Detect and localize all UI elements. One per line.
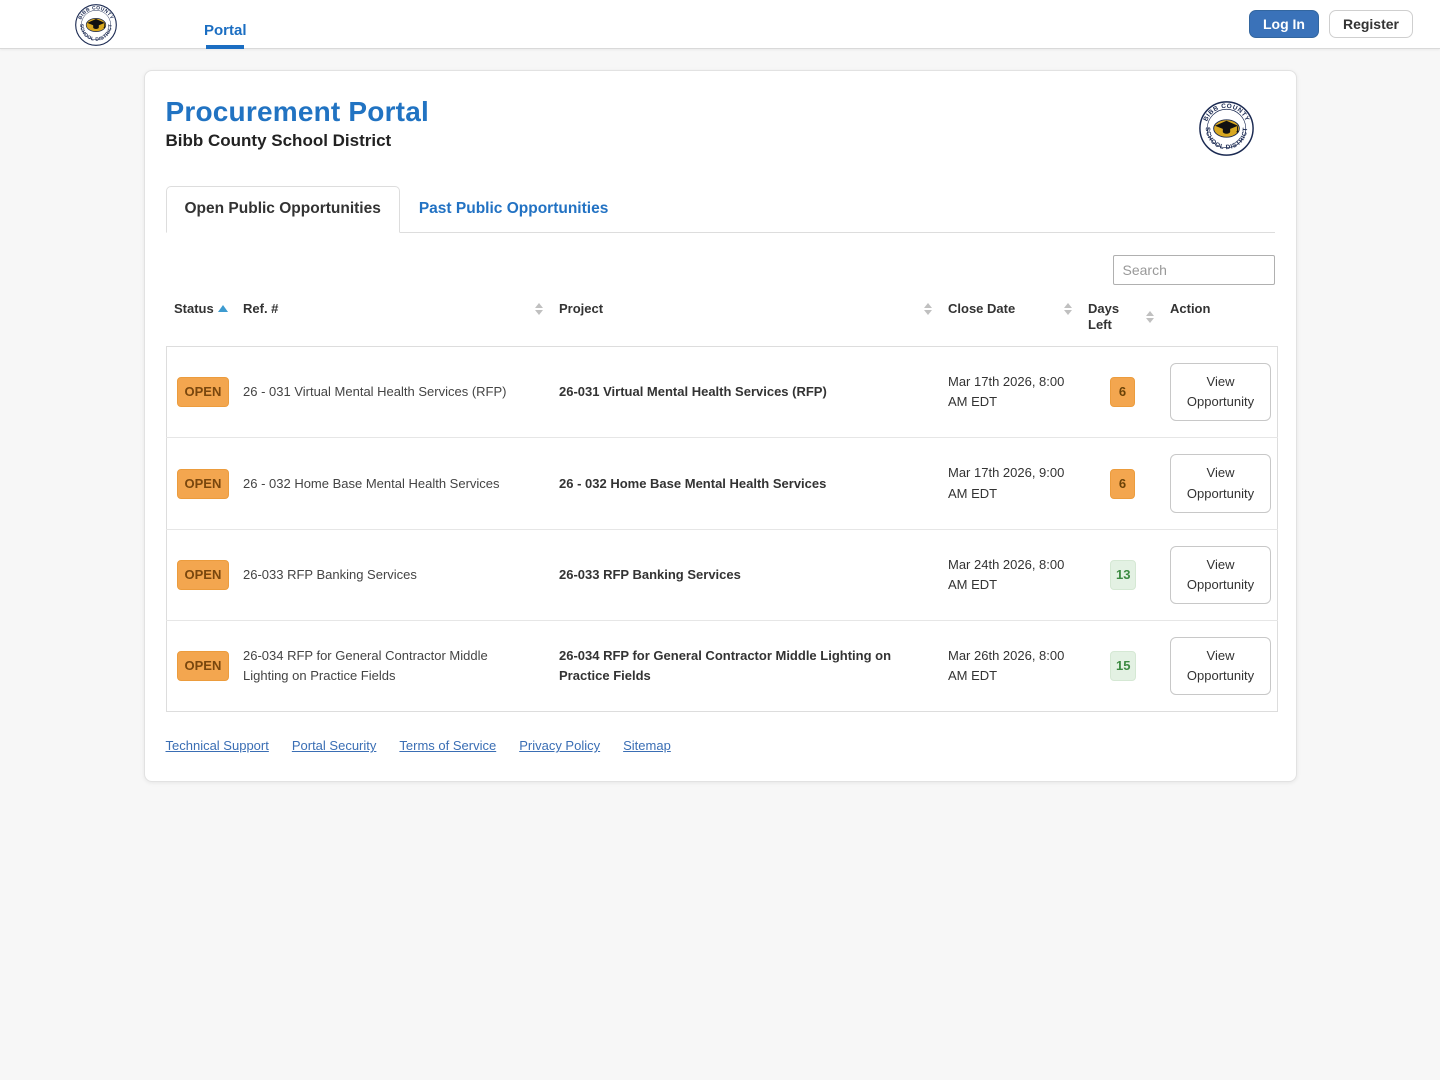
tab-open-public-opportunities[interactable]: Open Public Opportunities: [165, 186, 400, 233]
project-cell: 26-034 RFP for General Contractor Middle…: [551, 620, 940, 712]
footer-link-terms-of-service[interactable]: Terms of Service: [399, 738, 497, 754]
sort-icon: [1146, 310, 1154, 323]
ref-cell: 26 - 032 Home Base Mental Health Service…: [235, 437, 551, 530]
graduation-cap-icon: [87, 19, 106, 29]
table-row: OPEN 26-033 RFP Banking Services 26-033 …: [166, 528, 1277, 621]
tab-bar: Open Public Opportunities Past Public Op…: [165, 186, 1275, 233]
view-opportunity-button[interactable]: View Opportunity: [1170, 637, 1271, 696]
column-header-action: Action: [1170, 301, 1211, 316]
register-button[interactable]: Register: [1328, 10, 1413, 38]
footer-link-sitemap[interactable]: Sitemap: [623, 738, 671, 754]
project-cell: 26 - 032 Home Base Mental Health Service…: [551, 437, 940, 530]
opportunities-table: Status Ref. # Project: [166, 295, 1278, 712]
table-row: OPEN 26-034 RFP for General Contractor M…: [166, 620, 1277, 712]
sort-icon: [924, 302, 932, 315]
status-badge: OPEN: [176, 468, 230, 499]
status-badge: OPEN: [176, 651, 230, 682]
close-date-cell: Mar 26th 2026, 8:00 AM EDT: [940, 620, 1080, 712]
table-row: OPEN 26 - 031 Virtual Mental Health Serv…: [166, 347, 1277, 438]
top-navbar: BIBB COUNTY SCHOOL DISTRICT Portal Log I…: [0, 0, 1440, 49]
column-header-ref[interactable]: Ref. #: [235, 295, 551, 347]
search-input[interactable]: [1112, 255, 1275, 285]
nav-portal-link[interactable]: Portal: [204, 0, 247, 49]
active-nav-indicator: [206, 44, 245, 49]
nav-portal-label: Portal: [204, 21, 247, 39]
tab-past-public-opportunities[interactable]: Past Public Opportunities: [418, 200, 609, 217]
view-opportunity-button[interactable]: View Opportunity: [1170, 363, 1271, 422]
ref-cell: 26 - 031 Virtual Mental Health Services …: [243, 384, 507, 400]
column-header-project[interactable]: Project: [551, 295, 940, 347]
district-seal-logo: BIBB COUNTY SCHOOL DISTRICT: [1198, 101, 1254, 156]
sort-ascending-icon: [217, 305, 228, 313]
district-seal-logo: BIBB COUNTY SCHOOL DISTRICT: [75, 4, 117, 46]
view-opportunity-button[interactable]: View Opportunity: [1170, 545, 1271, 605]
close-date-cell: Mar 24th 2026, 8:00 AM EDT: [940, 528, 1080, 621]
days-left-badge: 6: [1110, 377, 1135, 408]
search-row: [166, 255, 1275, 285]
view-opportunity-button[interactable]: View Opportunity: [1170, 454, 1271, 513]
column-header-status[interactable]: Status: [166, 295, 235, 347]
days-left-badge: 13: [1110, 559, 1137, 590]
sort-icon: [1064, 302, 1072, 315]
procurement-portal-card: Procurement Portal Bibb County School Di…: [143, 70, 1297, 783]
page-subtitle: Bibb County School District: [165, 131, 392, 150]
days-left-badge: 6: [1110, 468, 1135, 499]
ref-cell: 26-033 RFP Banking Services: [235, 528, 551, 621]
footer-link-technical-support[interactable]: Technical Support: [165, 738, 269, 754]
page-title: Procurement Portal: [165, 96, 429, 127]
footer-link-privacy-policy[interactable]: Privacy Policy: [519, 738, 601, 754]
column-header-days-left[interactable]: Days Left: [1080, 295, 1162, 347]
table-row: OPEN 26 - 032 Home Base Mental Health Se…: [166, 437, 1277, 530]
sort-icon: [535, 302, 543, 315]
table-header-row: Status Ref. # Project: [166, 295, 1277, 347]
title-block: Procurement Portal Bibb County School Di…: [166, 96, 429, 151]
days-left-badge: 15: [1110, 651, 1137, 682]
status-badge: OPEN: [176, 377, 230, 408]
card-header: Procurement Portal Bibb County School Di…: [166, 96, 1275, 156]
footer-link-portal-security[interactable]: Portal Security: [291, 738, 377, 754]
ref-cell: 26-034 RFP for General Contractor Middle…: [235, 620, 551, 712]
project-cell: 26-033 RFP Banking Services: [551, 528, 940, 621]
close-date-cell: Mar 17th 2026, 8:00 AM EDT: [948, 374, 1065, 410]
login-button[interactable]: Log In: [1248, 10, 1319, 38]
column-header-close-date[interactable]: Close Date: [940, 295, 1080, 347]
status-badge: OPEN: [176, 559, 230, 590]
footer-links: Technical Support Portal Security Terms …: [166, 738, 1275, 753]
graduation-cap-icon: [1214, 120, 1239, 134]
project-cell: 26-031 Virtual Mental Health Services (R…: [559, 384, 827, 400]
close-date-cell: Mar 17th 2026, 9:00 AM EDT: [940, 437, 1080, 530]
